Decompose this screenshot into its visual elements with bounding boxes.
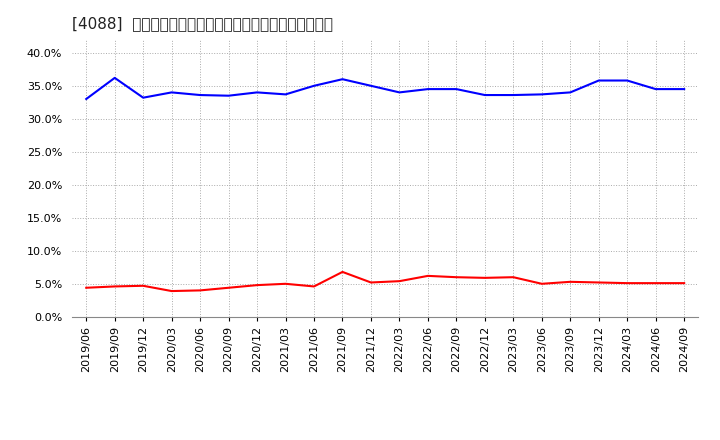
現預金 xyxy=(110,284,119,289)
有利子負債 xyxy=(366,83,375,88)
現預金 xyxy=(338,269,347,275)
現預金 xyxy=(310,284,318,289)
有利子負債 xyxy=(196,92,204,98)
Text: [4088]  現預金、有利子負債の総資産に対する比率の推移: [4088] 現預金、有利子負債の総資産に対する比率の推移 xyxy=(72,16,333,32)
有利子負債 xyxy=(225,93,233,98)
現預金 xyxy=(282,281,290,286)
有利子負債 xyxy=(452,86,461,92)
現預金 xyxy=(167,289,176,294)
現預金 xyxy=(680,281,688,286)
有利子負債 xyxy=(566,90,575,95)
有利子負債 xyxy=(282,92,290,97)
有利子負債 xyxy=(509,92,518,98)
有利子負債 xyxy=(82,96,91,102)
現預金 xyxy=(595,280,603,285)
有利子負債 xyxy=(652,86,660,92)
現預金 xyxy=(623,281,631,286)
現預金 xyxy=(480,275,489,281)
有利子負債 xyxy=(110,75,119,81)
有利子負債 xyxy=(310,83,318,88)
有利子負債 xyxy=(253,90,261,95)
現預金 xyxy=(225,285,233,290)
有利子負債 xyxy=(595,78,603,83)
有利子負債 xyxy=(338,77,347,82)
現預金 xyxy=(452,275,461,280)
Line: 有利子負債: 有利子負債 xyxy=(86,78,684,99)
現預金 xyxy=(537,281,546,286)
有利子負債 xyxy=(395,90,404,95)
有利子負債 xyxy=(480,92,489,98)
現預金 xyxy=(196,288,204,293)
有利子負債 xyxy=(423,86,432,92)
Line: 現預金: 現預金 xyxy=(86,272,684,291)
有利子負債 xyxy=(680,86,688,92)
現預金 xyxy=(423,273,432,279)
有利子負債 xyxy=(623,78,631,83)
現預金 xyxy=(395,279,404,284)
有利子負債 xyxy=(537,92,546,97)
現預金 xyxy=(566,279,575,284)
現預金 xyxy=(652,281,660,286)
有利子負債 xyxy=(139,95,148,100)
現預金 xyxy=(139,283,148,289)
有利子負債 xyxy=(167,90,176,95)
現預金 xyxy=(253,282,261,288)
現預金 xyxy=(82,285,91,290)
現預金 xyxy=(509,275,518,280)
現預金 xyxy=(366,280,375,285)
